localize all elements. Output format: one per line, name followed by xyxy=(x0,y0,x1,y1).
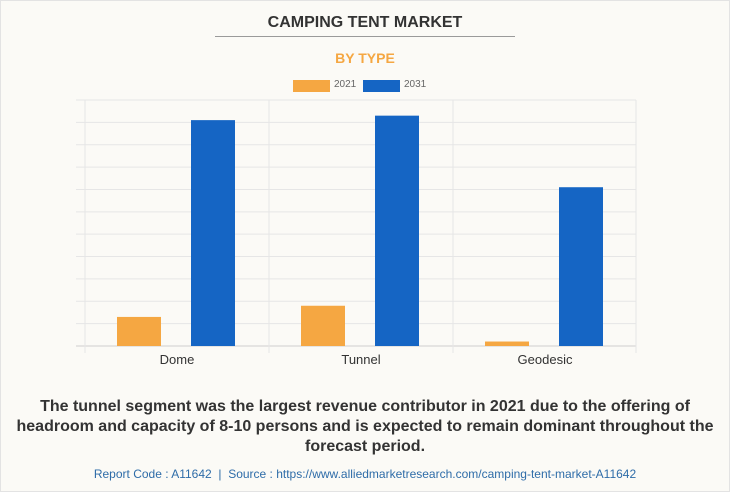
legend-swatch-2021 xyxy=(293,80,330,92)
bar-dome-2021[interactable] xyxy=(117,316,161,346)
bar-geodesic-2021[interactable] xyxy=(485,341,529,346)
title-divider xyxy=(215,36,515,37)
bar-tunnel-2021[interactable] xyxy=(301,305,345,346)
x-tick-label-dome: Dome xyxy=(160,352,195,367)
bar-dome-2031[interactable] xyxy=(191,120,235,346)
legend-swatch-2031 xyxy=(363,80,400,92)
legend-label-2031: 2031 xyxy=(404,79,427,90)
summary-text: The tunnel segment was the largest reven… xyxy=(16,398,714,455)
chart-subtitle: BY TYPE xyxy=(335,50,395,66)
x-axis-labels: Dome Tunnel Geodesic xyxy=(160,352,573,367)
bars xyxy=(117,115,603,347)
footer: Report Code : A11642 | Source : https://… xyxy=(0,467,730,481)
source-link[interactable]: Source : https://www.alliedmarketresearc… xyxy=(228,467,637,481)
bar-tunnel-2031[interactable] xyxy=(375,115,419,347)
x-tick-label-tunnel: Tunnel xyxy=(341,352,380,367)
bar-geodesic-2031[interactable] xyxy=(559,187,603,346)
report-code: Report Code : A11642 xyxy=(93,467,212,481)
x-tick-label-geodesic: Geodesic xyxy=(518,352,573,367)
footer-separator: | xyxy=(218,467,222,481)
chart-title: CAMPING TENT MARKET xyxy=(267,14,463,31)
gridlines xyxy=(76,99,637,353)
legend-label-2021: 2021 xyxy=(334,79,357,90)
bar-chart: Dome Tunnel Geodesic xyxy=(76,99,637,367)
